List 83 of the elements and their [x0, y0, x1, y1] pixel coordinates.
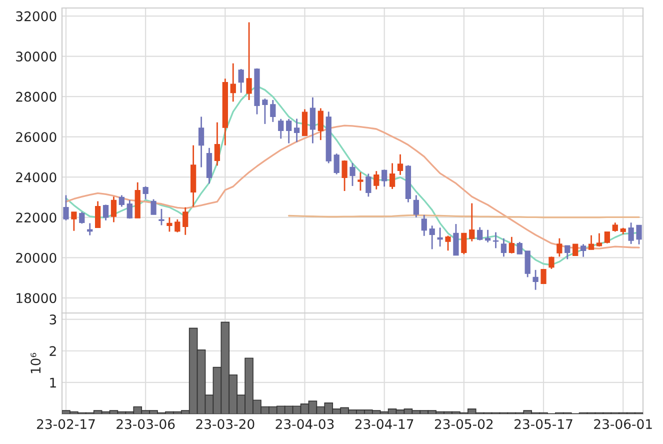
candlestick [540, 268, 546, 284]
candlestick [469, 202, 475, 242]
candlestick [238, 68, 244, 94]
x-tick-label: 23-05-17 [514, 419, 572, 430]
candlestick [350, 162, 356, 187]
candlestick [118, 194, 125, 208]
candlestick [342, 160, 348, 192]
candlestick [302, 108, 308, 136]
candlestick [556, 238, 562, 258]
candlestick [79, 211, 85, 224]
x-tick-label: 23-03-20 [196, 419, 254, 430]
candlestick [572, 244, 578, 256]
y-tick-label: 28000 [16, 92, 56, 102]
candlestick [166, 216, 172, 232]
candlestick [453, 223, 459, 256]
candlestick [214, 122, 220, 166]
x-tick-label: 23-05-02 [434, 419, 493, 430]
candlestick [318, 108, 324, 141]
candlestick [389, 162, 396, 190]
candlestick [270, 99, 276, 123]
candlestick [484, 229, 491, 244]
y-tick-label: 1 [50, 378, 56, 388]
x-tick-label: 23-06-01 [594, 419, 652, 430]
candlestick [612, 222, 618, 232]
candlestick [278, 118, 284, 140]
candlestick [413, 194, 419, 218]
candlestick [477, 226, 483, 242]
candlestick [262, 98, 268, 125]
y-tick-label: 3 [50, 314, 56, 325]
candlestick [628, 222, 634, 245]
candlestick [397, 154, 404, 176]
candlestick [142, 186, 148, 200]
y-tick-label: 22000 [16, 212, 56, 223]
y-tick-label: 32000 [16, 11, 56, 22]
candlestick [102, 204, 109, 222]
candlestick [580, 243, 586, 258]
y-tick-label: 18000 [16, 293, 56, 304]
candlestick [516, 241, 522, 255]
candlestick [421, 214, 427, 237]
candlestick [158, 208, 164, 226]
x-tick-label: 23-04-03 [276, 419, 334, 430]
y-tick-label: 20000 [16, 252, 56, 263]
y-tick-label: 2 [50, 346, 56, 356]
candlestick [358, 172, 364, 192]
candlestick [524, 250, 530, 278]
candlestick [461, 232, 467, 255]
candlestick [95, 200, 101, 228]
candlestick [588, 234, 594, 250]
candlestick [429, 224, 435, 250]
candlestick [246, 22, 252, 101]
candlestick [508, 236, 514, 254]
candlestick [110, 196, 117, 223]
candlestick [636, 224, 642, 246]
candlestick [174, 218, 180, 233]
candlestick [445, 235, 451, 252]
x-tick-label: 23-02-17 [37, 419, 95, 430]
candlestick [596, 232, 602, 248]
candlestick [437, 226, 443, 248]
candlestick [500, 238, 507, 258]
candlestick [334, 152, 340, 175]
candlestick [382, 168, 388, 188]
y-axis-title: 10⁶ [30, 352, 41, 374]
candlestick [126, 199, 132, 220]
candlestick [71, 211, 77, 232]
x-tick-label: 23-04-17 [355, 419, 414, 430]
candlestick [63, 194, 69, 222]
candlestick [230, 62, 236, 102]
candlestick [604, 230, 610, 244]
y-tick-label: 26000 [16, 132, 56, 142]
y-tick-label: 30000 [16, 52, 56, 62]
candlestick [182, 206, 188, 236]
candlestick [150, 198, 156, 216]
candlestick [374, 170, 380, 190]
candlestick [294, 118, 300, 143]
candlestick [310, 96, 316, 144]
x-tick-label: 23-03-06 [116, 419, 175, 430]
candlestick [532, 269, 538, 291]
candlestick [366, 172, 372, 198]
y-tick-label: 24000 [16, 172, 56, 182]
candlestick [564, 244, 570, 260]
candlestick [286, 118, 292, 144]
candlestick [548, 256, 554, 270]
candlestick [198, 116, 204, 168]
